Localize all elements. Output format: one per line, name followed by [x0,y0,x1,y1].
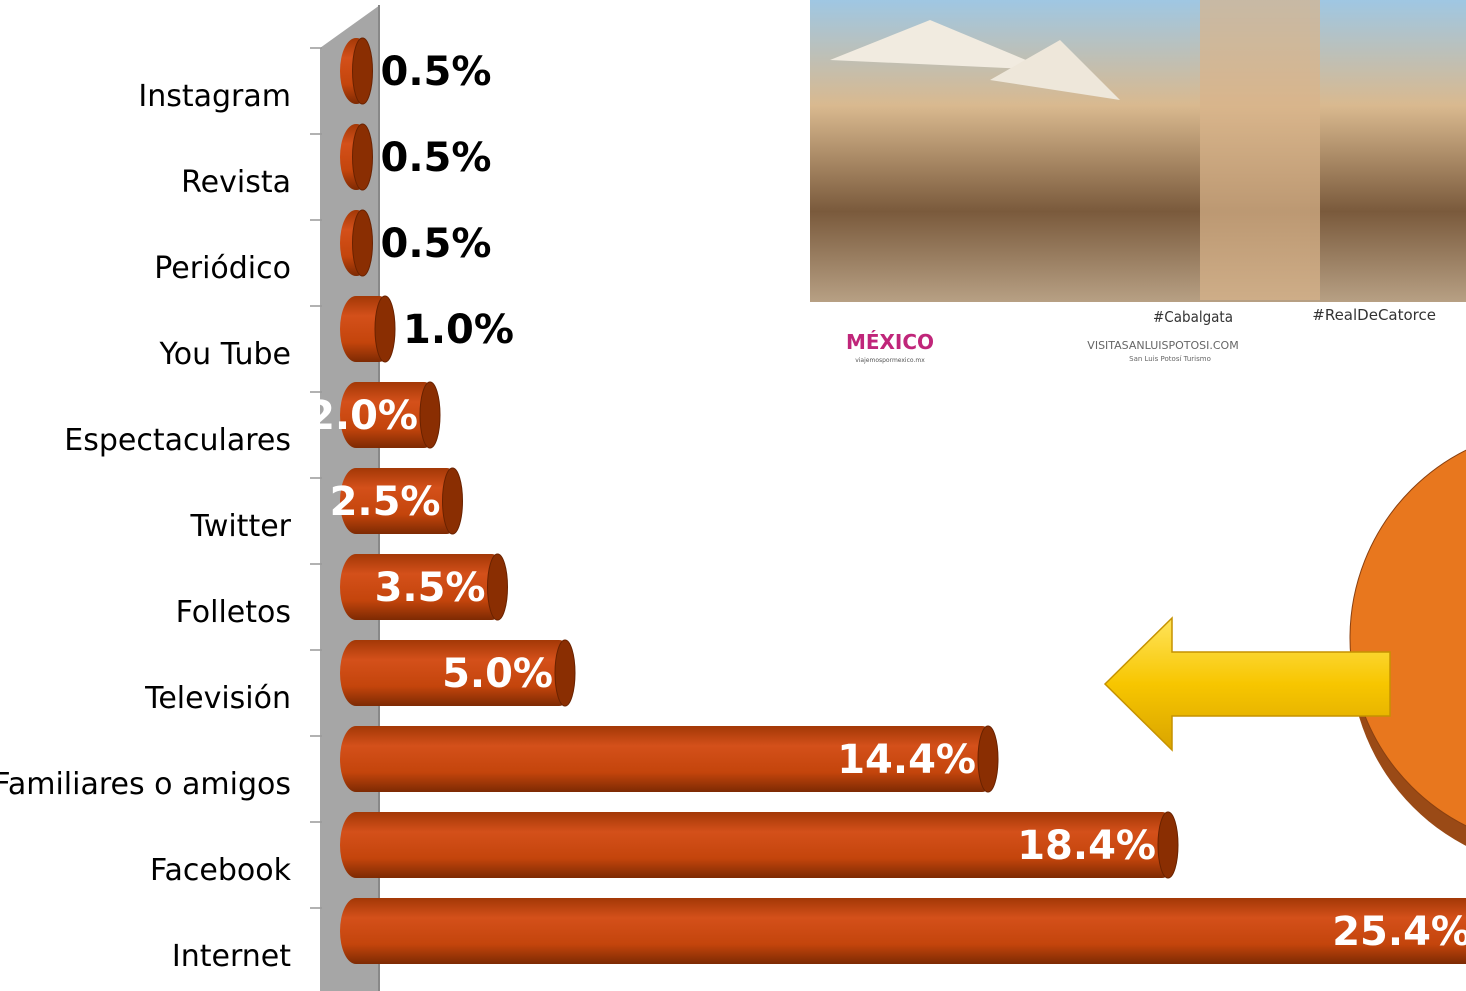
hashtag: #Cabalgata [1153,308,1233,326]
bar-end [488,554,508,620]
value-label: 5.0% [442,651,553,697]
category-label: Facebook [150,853,292,888]
bar-end [353,38,373,104]
value-label: 2.5% [330,479,441,525]
bar-end [443,468,463,534]
value-label: 0.5% [381,49,492,95]
value-label: 2.0% [307,393,418,439]
value-label: 0.5% [381,135,492,181]
bar-end [420,382,440,448]
value-label: 18.4% [1017,823,1156,869]
brand: MÉXICO [846,330,934,354]
category-label: Instagram [138,79,291,114]
bar-end [978,726,998,792]
value-label: 25.4% [1332,909,1466,955]
category-label: Espectaculares [64,423,291,458]
page: #Cabalgata #RealDeCatorce MÉXICO viajemo… [0,0,1466,991]
category-label: Periódico [154,251,291,286]
building [1200,0,1320,300]
bar [340,898,1466,964]
bar-end [375,296,395,362]
category-label: Internet [172,939,291,974]
value-label: 1.0% [403,307,514,353]
bar-end [1158,812,1178,878]
category-label: Folletos [176,595,291,630]
category-label: Twitter [189,509,291,544]
category-label: Familiares o amigos [0,767,291,802]
value-label: 0.5% [381,221,492,267]
category-label: You Tube [158,337,291,372]
category-label: Televisión [144,681,291,716]
site: VISITASANLUISPOTOSI.COM [1087,339,1238,352]
value-label: 3.5% [375,565,486,611]
bar-end [555,640,575,706]
social: San Luis Potosí Turismo [1129,355,1211,363]
bar-end [353,124,373,190]
banner: #Cabalgata #RealDeCatorce MÉXICO viajemo… [810,0,1466,364]
arrow [1105,618,1390,750]
value-label: 14.4% [837,737,976,783]
category-label: Revista [181,165,291,200]
bar-end [353,210,373,276]
hashtag: #RealDeCatorce [1312,306,1436,324]
brand-sub: viajemospormexico.mx [855,357,925,364]
